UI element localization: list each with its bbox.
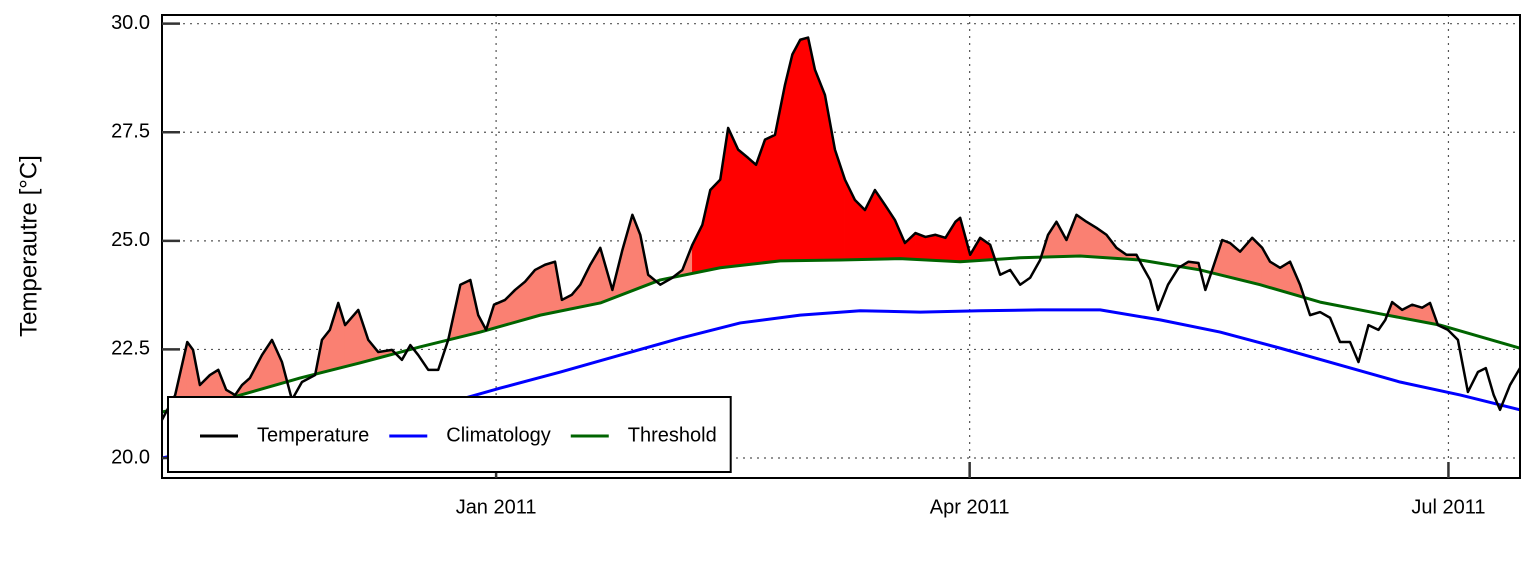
y-axis-title: Temperautre [°C] xyxy=(15,155,42,337)
legend-label: Temperature xyxy=(257,424,369,446)
temperature-line xyxy=(160,36,1522,421)
legend-box xyxy=(167,396,732,473)
legend-label: Climatology xyxy=(446,424,550,446)
exceedance-area xyxy=(544,261,556,315)
threshold-line xyxy=(161,254,1521,414)
exceedance-area xyxy=(764,134,776,263)
exceedance-area xyxy=(807,37,816,261)
y-tick-label: 20.0 xyxy=(111,446,150,468)
exceedance-area xyxy=(814,69,826,261)
y-tick-label: 25.0 xyxy=(111,229,150,251)
exceedance-area xyxy=(737,149,749,267)
exceedance-area xyxy=(709,178,721,271)
legend-label: Threshold xyxy=(628,424,717,446)
y-tick-label: 27.5 xyxy=(111,121,150,143)
exceedance-area xyxy=(799,37,809,261)
exceedance-area xyxy=(271,339,283,387)
x-tick-label: Jan 2011 xyxy=(456,496,537,518)
y-tick-label: 22.5 xyxy=(111,338,150,360)
exceedance-area xyxy=(622,214,633,295)
exceedance-area xyxy=(925,234,936,261)
exceedance-area xyxy=(747,157,757,265)
x-tick-label: Jul 2011 xyxy=(1411,496,1485,518)
exceedance-area xyxy=(792,39,801,261)
exceedance-area xyxy=(935,234,946,262)
exceedance-area xyxy=(579,264,591,308)
exceedance-area xyxy=(460,279,471,338)
y-tick-label: 30.0 xyxy=(111,12,150,34)
exceedance-area xyxy=(1221,239,1231,278)
climatology-line xyxy=(161,308,1521,460)
exceedance-area xyxy=(534,264,546,317)
x-tick-label: Apr 2011 xyxy=(930,496,1010,518)
legend: Temperature Climatology Threshold xyxy=(167,396,732,473)
plot-frame xyxy=(161,14,1521,479)
exceedance-area xyxy=(955,217,961,263)
